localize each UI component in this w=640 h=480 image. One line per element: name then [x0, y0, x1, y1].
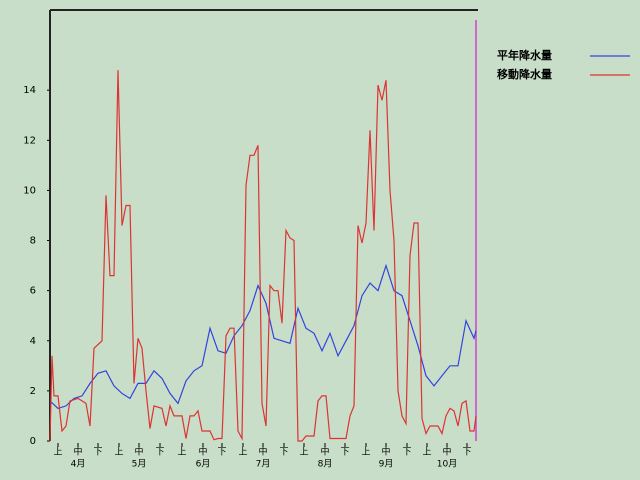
series-line: [49, 263, 477, 410]
month-label: 7月: [256, 459, 271, 470]
x-tick-label: 下: [402, 448, 411, 458]
y-tick-label: 0: [30, 436, 36, 447]
x-tick-label: 上: [299, 447, 308, 458]
legend-label: 移動降水量: [497, 67, 552, 81]
x-tick-label: 中: [320, 446, 329, 458]
y-tick-label: 4: [30, 336, 36, 347]
x-tick-label: 中: [134, 446, 143, 458]
x-tick-label: 上: [361, 447, 370, 458]
x-tick-label: 下: [155, 448, 164, 458]
y-tick-label: 6: [30, 286, 36, 297]
legend-label: 平年降水量: [497, 48, 552, 62]
x-tick-label: 上: [114, 447, 123, 458]
series-line: [49, 70, 477, 442]
y-tick-label: 10: [23, 185, 36, 196]
month-label: 10月: [437, 459, 457, 470]
x-tick-label: 中: [258, 446, 267, 458]
x-tick-label: 上: [422, 447, 431, 458]
x-tick-label: 下: [462, 448, 471, 458]
x-tick-label: 下: [340, 448, 349, 458]
x-tick-label: 中: [73, 446, 82, 458]
month-label: 8月: [318, 459, 333, 470]
x-tick-label: 上: [53, 447, 62, 458]
y-tick-label: 8: [30, 236, 36, 247]
x-tick-label: 上: [177, 447, 186, 458]
x-tick-label: 中: [442, 446, 451, 458]
x-tick-label: 中: [198, 446, 207, 458]
x-tick-label: 下: [279, 448, 288, 458]
x-tick-label: 下: [217, 448, 226, 458]
y-tick-label: 2: [30, 386, 36, 397]
x-tick-label: 中: [381, 446, 390, 458]
month-label: 5月: [132, 459, 147, 470]
x-tick-label: 下: [93, 448, 102, 458]
month-label: 4月: [71, 459, 86, 470]
x-tick-label: 上: [238, 447, 247, 458]
y-tick-label: 12: [23, 135, 36, 146]
month-label: 9月: [379, 459, 394, 470]
month-label: 6月: [196, 459, 211, 470]
y-tick-label: 14: [23, 85, 36, 96]
